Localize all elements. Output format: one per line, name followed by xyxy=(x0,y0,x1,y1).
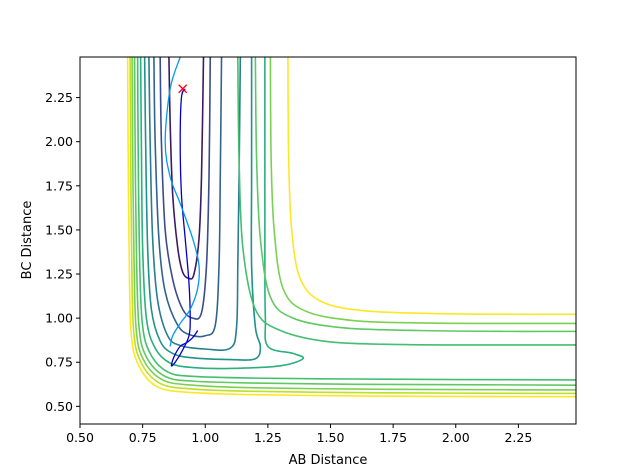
contour-line-12 xyxy=(254,57,576,333)
x-tick-label: 1.50 xyxy=(317,430,345,445)
x-tick-label: 2.00 xyxy=(442,430,470,445)
x-tick-label: 0.50 xyxy=(66,430,94,445)
x-axis-label: AB Distance xyxy=(289,453,368,468)
y-axis-ticks: 0.50 0.75 1.00 1.25 1.50 1.75 2.00 2.25 xyxy=(45,90,80,414)
y-tick-label: 0.50 xyxy=(45,399,73,414)
y-tick-label: 2.25 xyxy=(45,90,73,105)
marker-layer xyxy=(178,84,188,94)
x-tick-label: 2.25 xyxy=(504,430,532,445)
contour-line-7 xyxy=(133,57,576,386)
y-axis-label: BC Distance xyxy=(20,201,35,280)
trajectory-line-1 xyxy=(164,57,201,347)
y-tick-label: 2.00 xyxy=(45,134,73,149)
trajectory-line-0 xyxy=(170,88,199,367)
path-layer xyxy=(164,57,201,367)
y-tick-label: 0.75 xyxy=(45,355,73,370)
contour-layer xyxy=(126,57,576,398)
contour-line-10 xyxy=(126,57,576,398)
x-axis-ticks: 0.50 0.75 1.00 1.25 1.50 1.75 2.00 2.25 xyxy=(66,424,532,445)
contour-line-0 xyxy=(168,57,205,280)
start-marker-0 xyxy=(178,84,188,94)
contour-line-4 xyxy=(143,57,262,361)
contour-line-3 xyxy=(148,57,242,351)
x-tick-label: 1.00 xyxy=(191,430,219,445)
contour-line-6 xyxy=(136,57,576,381)
contour-line-2 xyxy=(153,57,223,338)
y-tick-label: 1.25 xyxy=(45,267,73,282)
x-tick-label: 1.25 xyxy=(254,430,282,445)
y-tick-label: 1.75 xyxy=(45,178,73,193)
y-tick-label: 1.50 xyxy=(45,222,73,237)
contour-line-1 xyxy=(159,57,212,320)
contour-line-9 xyxy=(129,57,576,395)
contour-line-11 xyxy=(237,57,576,346)
x-tick-label: 0.75 xyxy=(129,430,157,445)
contour-line-8 xyxy=(131,57,576,391)
contour-line-13 xyxy=(269,57,576,325)
plot-frame xyxy=(79,56,577,425)
y-tick-label: 1.00 xyxy=(45,311,73,326)
x-tick-label: 1.75 xyxy=(379,430,407,445)
contour-line-14 xyxy=(287,57,576,316)
